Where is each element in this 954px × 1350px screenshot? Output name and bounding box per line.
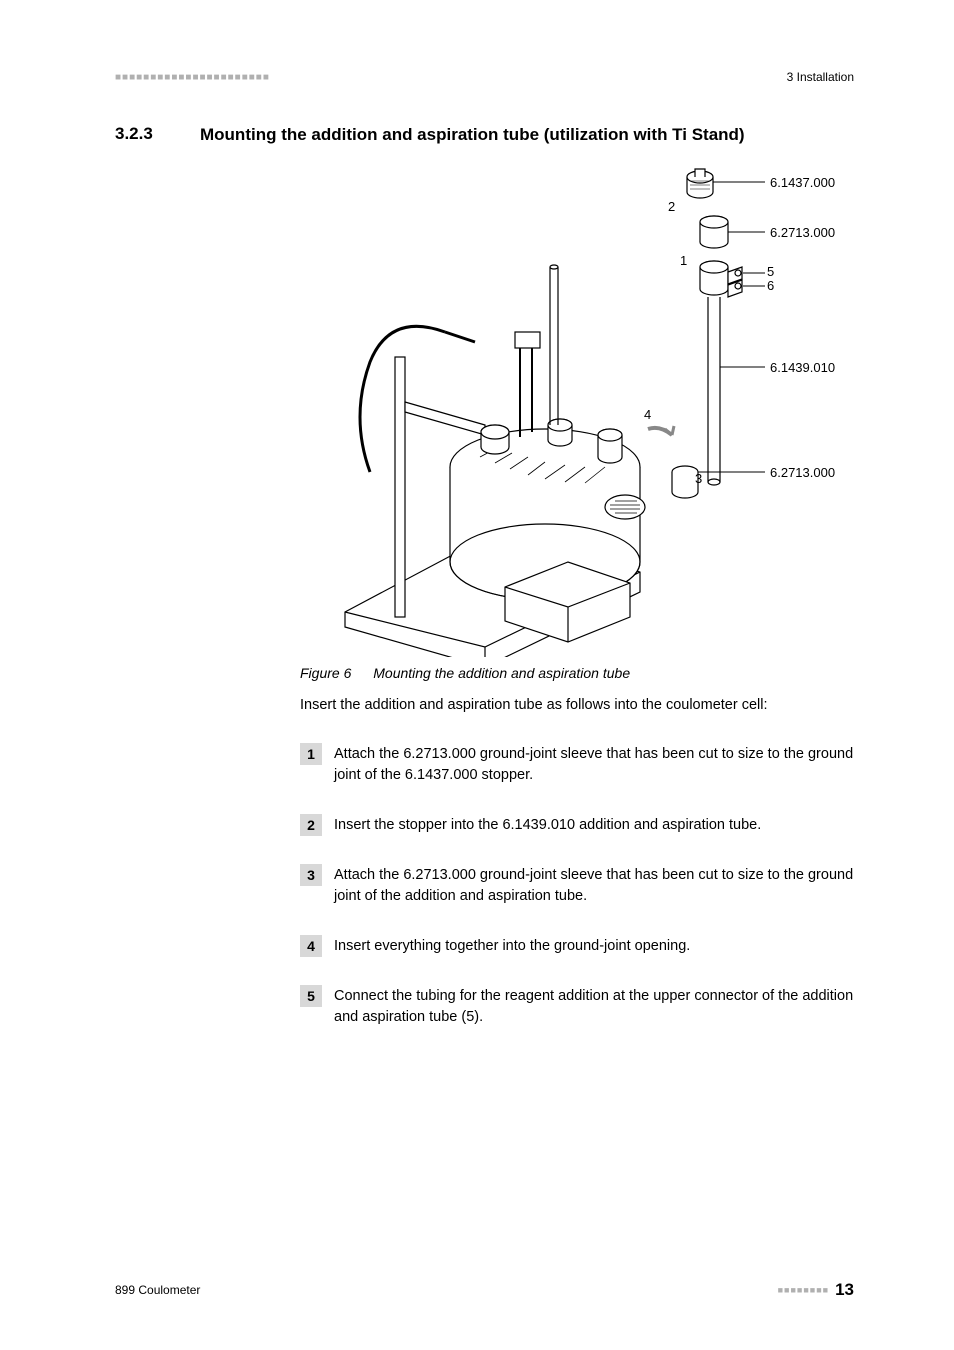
step-4: 4 Insert everything together into the gr… [300, 935, 854, 957]
step-num-2: 2 [300, 814, 322, 836]
figure-6: 2 1 5 6 4 3 6.1437.000 6.2713.000 6.1439… [300, 167, 834, 657]
step-3: 3 Attach the 6.2713.000 ground-joint sle… [300, 864, 854, 907]
step-1: 1 Attach the 6.2713.000 ground-joint sle… [300, 743, 854, 786]
section-number: 3.2.3 [115, 124, 200, 147]
footer-product: 899 Coulometer [115, 1283, 200, 1297]
step-5: 5 Connect the tubing for the reagent add… [300, 985, 854, 1028]
callout-num-1: 1 [680, 253, 687, 268]
figure-caption-number: Figure 6 [300, 665, 351, 681]
callout-num-4: 4 [644, 407, 651, 422]
step-num-4: 4 [300, 935, 322, 957]
section-title: Mounting the addition and aspiration tub… [200, 124, 745, 147]
figure-diagram [300, 167, 840, 657]
header-dashes: ■■■■■■■■■■■■■■■■■■■■■■ [115, 72, 270, 83]
callout-num-6: 6 [767, 278, 774, 293]
footer-dashes: ■■■■■■■■ [778, 1285, 830, 1295]
page-header: ■■■■■■■■■■■■■■■■■■■■■■ 3 Installation [115, 70, 854, 84]
step-text-3: Attach the 6.2713.000 ground-joint sleev… [334, 864, 854, 907]
step-2: 2 Insert the stopper into the 6.1439.010… [300, 814, 854, 836]
step-text-5: Connect the tubing for the reagent addit… [334, 985, 854, 1028]
label-6-2713-000-lower: 6.2713.000 [770, 465, 835, 480]
callout-num-2: 2 [668, 199, 675, 214]
step-num-3: 3 [300, 864, 322, 886]
figure-caption-text: Mounting the addition and aspiration tub… [373, 665, 630, 681]
label-6-1437-000: 6.1437.000 [770, 175, 835, 190]
label-6-1439-010: 6.1439.010 [770, 360, 835, 375]
section-heading-row: 3.2.3 Mounting the addition and aspirati… [115, 124, 854, 147]
figure-caption: Figure 6 Mounting the addition and aspir… [300, 665, 854, 681]
header-chapter: 3 Installation [787, 70, 854, 84]
callout-num-3: 3 [695, 471, 702, 486]
label-6-2713-000-upper: 6.2713.000 [770, 225, 835, 240]
step-text-4: Insert everything together into the grou… [334, 935, 690, 957]
page-footer: 899 Coulometer ■■■■■■■■ 13 [115, 1280, 854, 1300]
step-text-1: Attach the 6.2713.000 ground-joint sleev… [334, 743, 854, 786]
step-text-2: Insert the stopper into the 6.1439.010 a… [334, 814, 761, 836]
step-num-5: 5 [300, 985, 322, 1007]
page-number: 13 [835, 1280, 854, 1300]
page-container: ■■■■■■■■■■■■■■■■■■■■■■ 3 Installation 3.… [0, 0, 954, 1350]
callout-num-5: 5 [767, 264, 774, 279]
step-num-1: 1 [300, 743, 322, 765]
intro-text: Insert the addition and aspiration tube … [300, 695, 854, 715]
